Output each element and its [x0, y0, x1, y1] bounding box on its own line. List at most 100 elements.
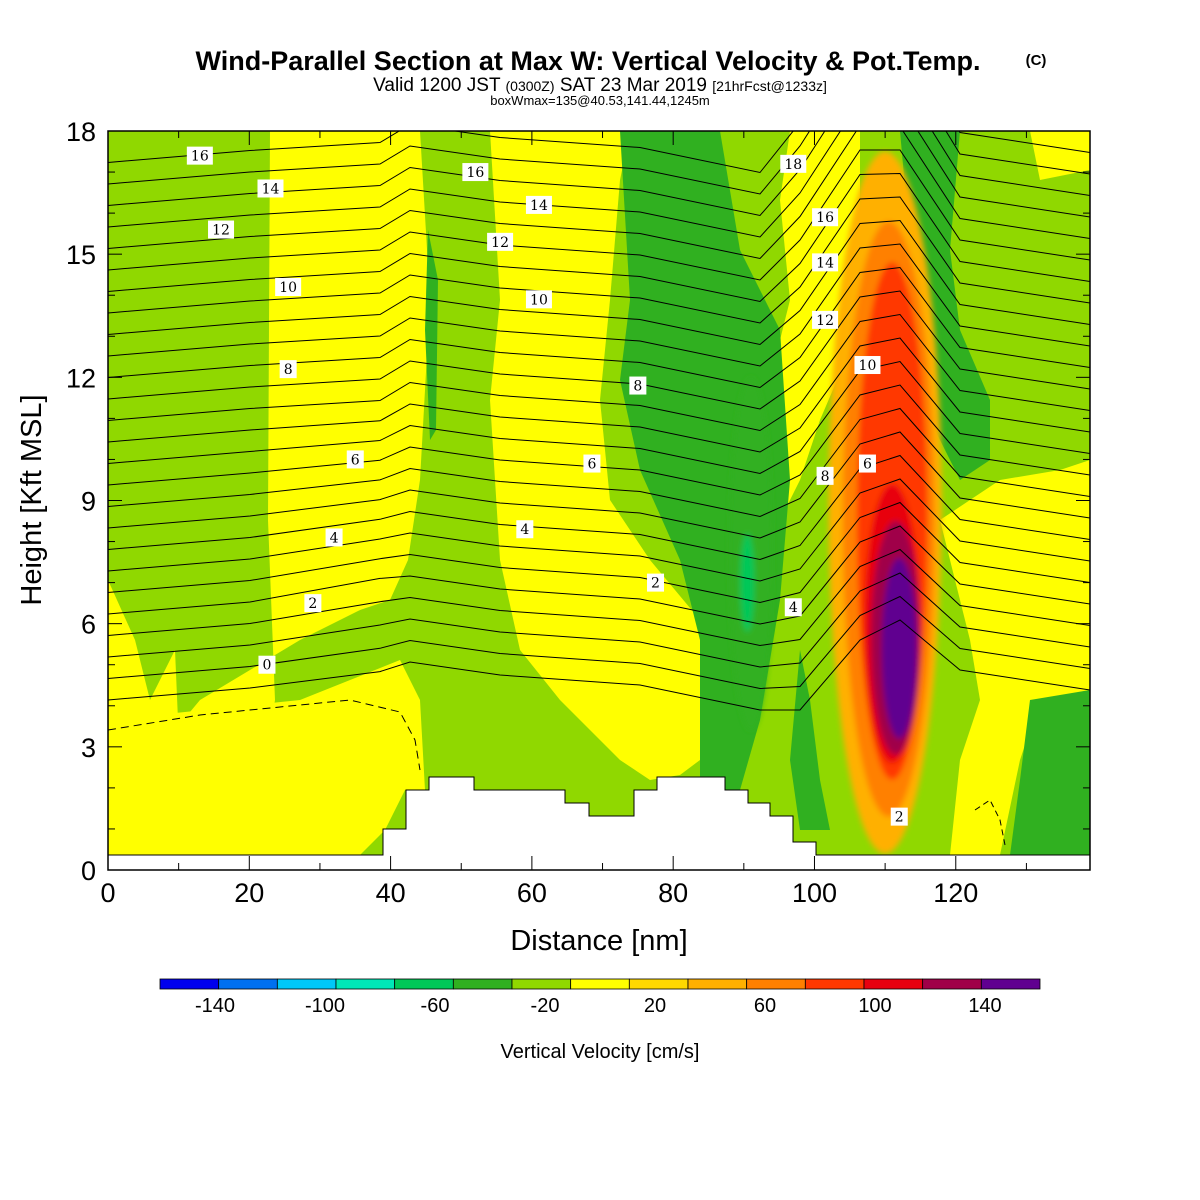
theta-label-text: 14 [262, 181, 280, 197]
theta-contour-label: 12 [812, 310, 839, 329]
colorbar-swatch [863, 978, 924, 990]
y-tick-label: 6 [81, 610, 96, 640]
theta-label-text: 18 [784, 157, 802, 173]
theta-label-box [525, 195, 552, 214]
colorbar-swatch [276, 978, 337, 990]
theta-label-text: 2 [651, 576, 660, 592]
theta-label-box [346, 450, 364, 469]
theta-contour-line [108, 243, 1090, 367]
theta-contour-label: 16 [186, 146, 213, 165]
theta-contour-label: 0 [258, 655, 276, 674]
vv-green-band-lower-right [1010, 690, 1090, 855]
theta-label-box [257, 179, 284, 198]
theta-contour-line [108, 337, 1090, 453]
theta-contour-line [108, 454, 1090, 561]
theta-label-text: 4 [330, 530, 339, 546]
vv-region-8 [740, 533, 755, 632]
colorbar-swatch [628, 978, 689, 990]
y-axis-title: Height [Kft MSL] [16, 394, 48, 605]
theta-label-box [816, 466, 834, 485]
theta-contour-label: 2 [647, 573, 665, 592]
theta-label-box [629, 376, 647, 395]
colorbar-swatch [394, 978, 454, 990]
theta-label-text: 10 [279, 280, 297, 296]
theta-contour-label: 10 [275, 278, 302, 297]
theta-label-box [258, 655, 276, 674]
y-tick-label: 12 [66, 363, 96, 393]
theta-label-text: 8 [821, 469, 830, 485]
theta-label-text: 6 [587, 457, 596, 473]
colorbar-tick-label: 20 [644, 995, 666, 1017]
colorbar-tick-label: -100 [305, 995, 345, 1017]
theta-label-box [304, 594, 322, 613]
theta-contour-line [108, 196, 1090, 324]
theta-contour-line [108, 619, 1090, 711]
x-tick-label: 80 [658, 878, 688, 908]
subtitle-date: SAT 23 Mar 2019 [560, 75, 707, 96]
subtitle-valid: Valid 1200 JST [373, 75, 501, 96]
theta-contour-label: 6 [346, 450, 364, 469]
colorbar-swatch [746, 978, 806, 990]
theta-label-text: 14 [816, 255, 834, 271]
theta-contour-line [108, 548, 1090, 647]
theta-contour-label: 6 [858, 454, 876, 473]
theta-label-text: 14 [530, 198, 548, 214]
theta-contour-line [108, 131, 1090, 195]
chart-title: Wind-Parallel Section at Max W: Vertical… [196, 46, 981, 76]
theta-label-text: 16 [816, 210, 834, 226]
theta-contour-line [108, 290, 1090, 410]
theta-label-box [858, 454, 876, 473]
theta-contour-label: 8 [279, 360, 297, 379]
theta-contour-line [108, 131, 1090, 174]
y-tick-label: 9 [81, 487, 96, 517]
y-tick-label: 18 [66, 117, 96, 147]
theta-contour-label: 6 [583, 454, 601, 473]
theta-contour-line [108, 360, 1090, 475]
vv-yellow-band-lower-left [108, 660, 425, 855]
theta-contour-label: 12 [487, 232, 514, 251]
colorbar-tick-label: -140 [195, 995, 235, 1017]
theta-label-box [279, 360, 297, 379]
theta-label-text: 16 [466, 165, 484, 181]
theta-label-text: 10 [530, 292, 548, 308]
theta-label-box [583, 454, 601, 473]
theta-contour-label: 10 [854, 356, 881, 375]
theta-contour-label: 2 [304, 594, 322, 613]
theta-label-text: 0 [262, 658, 271, 674]
theta-label-box [487, 232, 514, 251]
theta-label-text: 12 [212, 223, 230, 239]
theta-contour-label: 4 [516, 520, 534, 539]
theta-label-text: 10 [859, 358, 877, 374]
y-tick-label: 0 [81, 856, 96, 886]
theta-contour-label: 8 [816, 466, 834, 485]
vv-green-band-right-mid [790, 650, 830, 830]
plot-area: 16 14 12 10 8 6 4 2 0 16 14 12 10 8 6 4 2 18 16 14 12 10 8 6 4 2 [108, 131, 1090, 870]
vv-yellow-band-top-right [1030, 131, 1090, 180]
theta-contour-dashed [974, 799, 1006, 846]
theta-contour-line [108, 501, 1090, 604]
colorbar-swatch [804, 978, 865, 990]
subtitle-forecast: [21hrFcst@1233z] [712, 78, 827, 94]
chart-box-note: boxWmax=135@40.53,141.44,1245m [490, 93, 710, 108]
theta-label-box [812, 253, 839, 272]
theta-label-box [208, 220, 235, 239]
theta-contour-dashed [108, 699, 421, 771]
theta-contour-line [108, 219, 1090, 346]
theta-label-text: 6 [863, 457, 872, 473]
colorbar: -140 -100 -60 -20 20 60 100 140 [159, 978, 1041, 1017]
theta-contour-line [108, 313, 1090, 432]
vv-green-streak-left [425, 230, 438, 440]
theta-contour-label: 4 [325, 528, 343, 547]
theta-label-box [854, 356, 881, 375]
theta-contour-label: 18 [780, 154, 807, 173]
x-axis-title: Distance [nm] [510, 925, 687, 957]
x-tick-label: 40 [376, 878, 406, 908]
theta-label-box [516, 520, 534, 539]
theta-label-box [275, 278, 302, 297]
colorbar-swatch [335, 978, 396, 990]
theta-label-box [784, 598, 802, 617]
theta-contour-line [108, 572, 1090, 668]
theta-contour-line [108, 407, 1090, 518]
theta-label-text: 16 [191, 149, 209, 165]
